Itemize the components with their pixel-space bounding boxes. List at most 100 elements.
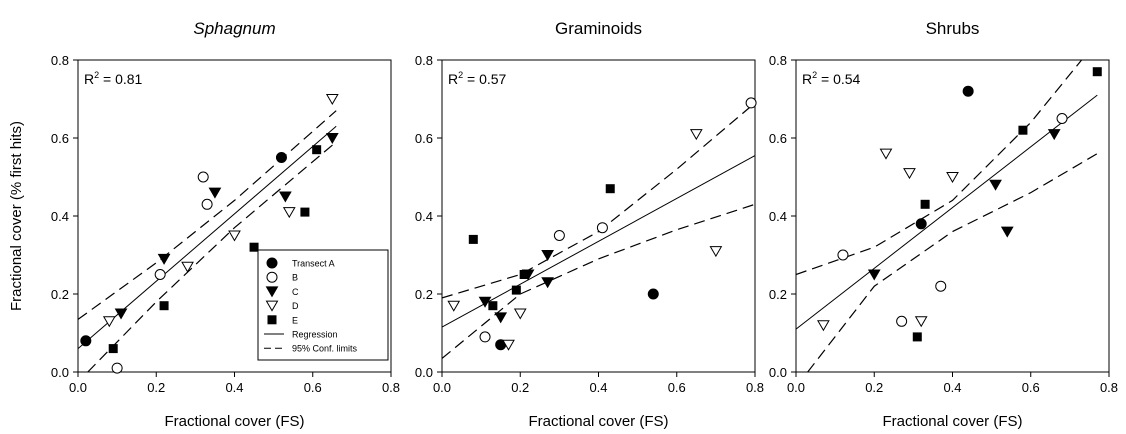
- data-point: [903, 168, 916, 180]
- y-tick-label: 0.4: [769, 209, 787, 224]
- x-axis-label: Fractional cover (FS): [164, 413, 304, 430]
- data-point: [1000, 226, 1014, 238]
- data-point: [159, 301, 169, 311]
- series-4: [102, 94, 339, 328]
- data-point: [312, 145, 322, 155]
- legend-label: B: [292, 273, 298, 283]
- data-point: [511, 285, 521, 295]
- data-point: [1047, 129, 1061, 141]
- y-tick-label: 0.0: [415, 365, 433, 380]
- data-point: [468, 234, 478, 244]
- x-tick-label: 0.6: [304, 380, 322, 395]
- y-tick-label: 0.4: [51, 209, 69, 224]
- data-point: [745, 97, 757, 109]
- series-4: [817, 148, 959, 332]
- chart-panel-1: 0.0 0.2 0.4 0.6 0.8 0.0 0.2 0.4 0.6 0.8 Sphagnum Fr…: [8, 19, 400, 430]
- plot-frame: [441, 59, 756, 373]
- data-point: [228, 230, 241, 242]
- data-point: [102, 316, 116, 328]
- data-point: [249, 242, 259, 252]
- y-tick-label: 0.2: [51, 287, 69, 302]
- panel-title: Graminoids: [555, 19, 642, 38]
- y-tick-label: 0.4: [415, 209, 433, 224]
- x-tick-label: 0.8: [1100, 380, 1118, 395]
- data-point: [300, 207, 310, 217]
- data-point: [201, 198, 213, 210]
- data-point: [553, 230, 565, 241]
- data-point: [962, 85, 974, 97]
- conf-limit-lower: [87, 141, 337, 372]
- legend-marker: [265, 300, 279, 312]
- y-tick-label: 0.8: [769, 53, 787, 68]
- regression-lines: [442, 102, 755, 359]
- data-point: [896, 315, 908, 327]
- y-tick-label: 0.6: [769, 131, 787, 146]
- data-point: [912, 332, 922, 342]
- x-tick-label: 0.2: [147, 380, 165, 395]
- x-tick-label: 0.2: [511, 380, 529, 395]
- x-tick-label: 0.6: [668, 380, 686, 395]
- r-squared-symbol: R: [84, 71, 94, 87]
- r-squared-value: = 0.57: [463, 71, 506, 87]
- r-squared-label: R2 = 0.81: [84, 70, 143, 87]
- y-tick-label: 0.6: [51, 131, 69, 146]
- x-tick-label: 0.8: [382, 380, 400, 395]
- data-point: [447, 300, 461, 312]
- regression-lines: [796, 60, 1098, 372]
- conf-limit-upper: [442, 102, 755, 299]
- r-squared-symbol: R: [448, 71, 458, 87]
- series-5: [912, 67, 1102, 342]
- data-point: [1056, 113, 1068, 124]
- data-point: [709, 246, 723, 258]
- data-point: [278, 191, 292, 203]
- data-point: [1092, 67, 1102, 77]
- series-1: [915, 85, 974, 230]
- y-tick-label: 0.0: [769, 365, 787, 380]
- data-point: [502, 339, 515, 351]
- data-point: [157, 253, 171, 265]
- legend-label: D: [292, 301, 299, 311]
- legend-marker: [267, 315, 277, 325]
- y-tick-label: 0.2: [415, 287, 433, 302]
- x-tick-label: 0.2: [865, 380, 883, 395]
- plot-frame: [795, 59, 1110, 373]
- data-point: [513, 308, 527, 320]
- legend-label: Regression: [292, 330, 338, 340]
- y-tick-label: 0.0: [51, 365, 69, 380]
- data-point: [282, 207, 296, 219]
- x-tick-label: 0.0: [433, 380, 451, 395]
- data-point: [488, 301, 498, 311]
- x-axis-label: Fractional cover (FS): [528, 413, 668, 430]
- data-point: [197, 171, 209, 183]
- series-3: [114, 133, 339, 320]
- conf-limit-lower: [442, 203, 755, 359]
- conf-limit-upper: [796, 60, 1083, 276]
- data-point: [478, 296, 492, 308]
- x-tick-label: 0.0: [787, 380, 805, 395]
- x-tick-label: 0.4: [589, 380, 607, 395]
- data-point: [275, 152, 287, 163]
- y-tick-label: 0.6: [415, 131, 433, 146]
- legend-label: 95% Conf. limits: [292, 344, 358, 354]
- series-2: [111, 171, 213, 374]
- r-squared-value: = 0.54: [817, 71, 860, 87]
- regression-line: [442, 155, 755, 328]
- data-point: [879, 148, 893, 160]
- legend-box: [257, 249, 389, 361]
- chart-panel-3: 0.0 0.2 0.4 0.6 0.8 0.0 0.2 0.4 0.6 0.8 Shrubs Frac…: [769, 19, 1118, 430]
- data-point: [479, 331, 491, 343]
- x-tick-label: 0.0: [69, 380, 87, 395]
- panel-title: Shrubs: [926, 19, 980, 38]
- data-point: [111, 362, 123, 374]
- data-point: [208, 187, 222, 199]
- series-3: [867, 129, 1061, 281]
- data-point: [647, 288, 659, 300]
- data-point: [914, 316, 928, 328]
- conf-limit-lower: [807, 153, 1098, 372]
- y-tick-label: 0.8: [51, 53, 69, 68]
- r-squared-superscript: 2: [812, 70, 817, 80]
- r-squared-label: R2 = 0.54: [802, 70, 861, 87]
- series-4: [447, 129, 723, 351]
- data-point: [181, 261, 194, 273]
